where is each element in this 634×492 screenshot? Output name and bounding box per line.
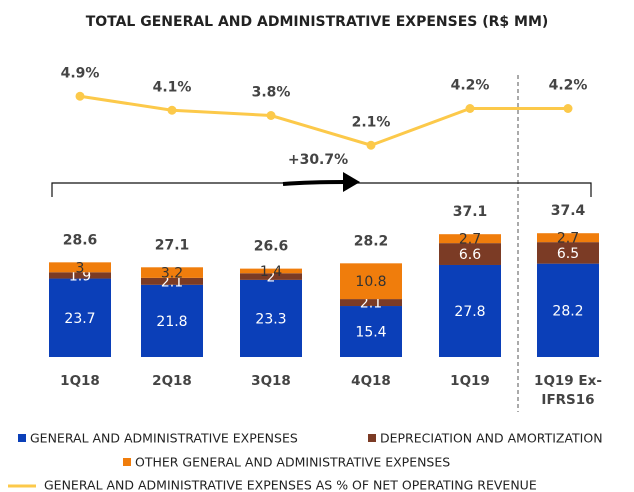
bar-segment xyxy=(141,284,203,357)
total-label: 37.1 xyxy=(453,204,488,220)
segment-label: 27.8 xyxy=(454,304,485,320)
annotation: +30.7% xyxy=(288,152,348,168)
line-point xyxy=(266,111,276,120)
x-tick-label: 1Q18 xyxy=(60,373,100,389)
total-label: 27.1 xyxy=(155,237,190,253)
legend-label: GENERAL AND ADMINISTRATIVE EXPENSES xyxy=(30,431,298,446)
x-tick-label: 3Q18 xyxy=(251,373,291,389)
bar-segment xyxy=(49,278,111,357)
bar-segment xyxy=(537,263,599,357)
segment-label: 1.9 xyxy=(69,268,91,284)
total-label: 37.4 xyxy=(551,203,586,219)
bar-segment xyxy=(439,243,501,265)
bar-segment xyxy=(537,233,599,243)
segment-label: 2.7 xyxy=(459,232,481,248)
x-tick-label: 1Q19 Ex-IFRS16 xyxy=(534,373,602,408)
bar-segment xyxy=(49,272,111,279)
line-label: 4.2% xyxy=(549,78,588,94)
arrow xyxy=(282,180,346,186)
segment-label: 23.7 xyxy=(64,311,95,327)
segment-label: 10.8 xyxy=(355,274,386,290)
line-point xyxy=(465,104,475,113)
bar-segment xyxy=(240,279,302,357)
total-label: 26.6 xyxy=(254,239,289,255)
bar-segment xyxy=(537,242,599,264)
bar-segment xyxy=(49,262,111,273)
line-point xyxy=(366,140,376,150)
segment-label: 15.4 xyxy=(355,325,386,341)
segment-label: 3.2 xyxy=(161,266,183,282)
line-label: 4.2% xyxy=(451,78,490,94)
line-point xyxy=(75,91,85,101)
line-label: 3.8% xyxy=(252,85,291,101)
line-label: 4.9% xyxy=(61,65,100,81)
segment-label: 2 xyxy=(267,270,276,286)
legend-label: OTHER GENERAL AND ADMINISTRATIVE EXPENSE… xyxy=(135,455,450,470)
x-tick-label: 2Q18 xyxy=(152,373,192,389)
segment-label: 6.6 xyxy=(459,247,481,263)
bar-segment xyxy=(340,263,402,300)
segment-label: 2.1 xyxy=(161,274,183,290)
bar-segment xyxy=(141,277,203,285)
line-point xyxy=(167,105,177,115)
legend-swatch xyxy=(18,434,26,442)
arrow-head xyxy=(343,172,360,192)
segment-label: 28.2 xyxy=(552,303,583,319)
bar-segment xyxy=(141,267,203,278)
bar-segment xyxy=(240,273,302,280)
legend-swatch xyxy=(368,434,376,442)
chart-title: TOTAL GENERAL AND ADMINISTRATIVE EXPENSE… xyxy=(86,14,549,30)
legend-swatch xyxy=(123,458,131,466)
line-label: 2.1% xyxy=(352,114,391,130)
legend-label: DEPRECIATION AND AMORTIZATION xyxy=(380,431,603,446)
legend-label: GENERAL AND ADMINISTRATIVE EXPENSES AS %… xyxy=(44,478,537,492)
bar-segment xyxy=(439,264,501,357)
segment-label: 23.3 xyxy=(255,311,286,327)
bar-segment xyxy=(240,268,302,274)
segment-label: 1.4 xyxy=(260,264,282,280)
line-point xyxy=(563,104,573,113)
line-label: 4.1% xyxy=(153,79,192,95)
bracket xyxy=(51,182,592,197)
bar-segment xyxy=(340,299,402,307)
total-label: 28.2 xyxy=(354,233,389,249)
segment-label: 2.1 xyxy=(360,296,382,312)
line xyxy=(79,94,568,147)
total-label: 28.6 xyxy=(63,232,98,248)
segment-label: 6.5 xyxy=(557,246,579,262)
bar-segment xyxy=(439,234,501,244)
segment-label: 3 xyxy=(76,260,85,276)
segment-label: 21.8 xyxy=(156,314,187,330)
bar-segment xyxy=(340,306,402,357)
x-tick-label: 4Q18 xyxy=(351,373,391,389)
x-tick-label: 1Q19 xyxy=(450,373,490,389)
segment-label: 2.7 xyxy=(557,231,579,247)
